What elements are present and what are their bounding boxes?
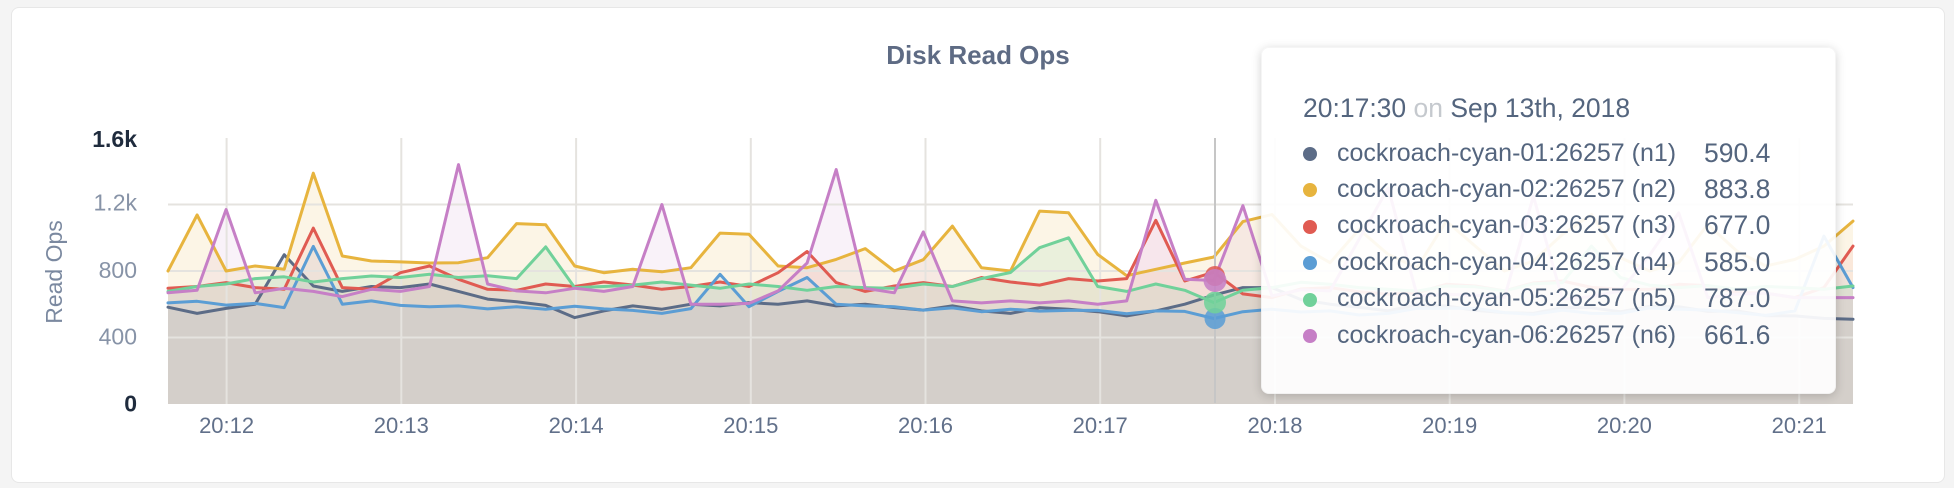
svg-text:0: 0 (124, 391, 137, 417)
svg-text:20:21: 20:21 (1772, 413, 1827, 438)
svg-text:20:20: 20:20 (1597, 413, 1652, 438)
svg-text:1.6k: 1.6k (92, 126, 137, 152)
svg-text:20:16: 20:16 (898, 413, 953, 438)
svg-text:20:14: 20:14 (549, 413, 604, 438)
svg-text:20:13: 20:13 (374, 413, 429, 438)
svg-text:20:18: 20:18 (1247, 413, 1302, 438)
svg-text:Read Ops: Read Ops (41, 220, 67, 324)
svg-text:20:17: 20:17 (1073, 413, 1128, 438)
svg-text:400: 400 (99, 324, 137, 350)
svg-text:20:15: 20:15 (723, 413, 778, 438)
svg-text:Disk Read Ops: Disk Read Ops (886, 40, 1070, 70)
svg-text:20:12: 20:12 (199, 413, 254, 438)
svg-text:1.2k: 1.2k (94, 190, 138, 216)
svg-text:20:19: 20:19 (1422, 413, 1477, 438)
svg-text:800: 800 (99, 257, 137, 283)
